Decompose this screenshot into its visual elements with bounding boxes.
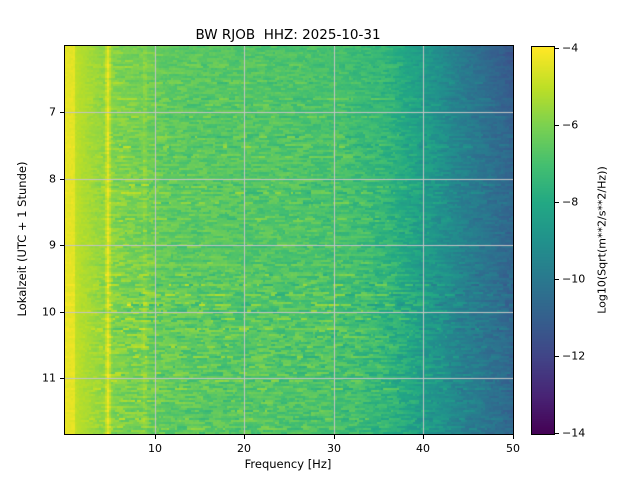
colorbar-tick-label: −8 <box>562 195 579 209</box>
x-tick-mark <box>244 435 245 439</box>
x-tick-mark <box>513 435 514 439</box>
x-tick-mark <box>334 435 335 439</box>
y-tick-mark <box>60 179 64 180</box>
y-tick-label: 11 <box>42 371 56 385</box>
colorbar-tick-mark <box>555 125 559 126</box>
y-tick-label: 10 <box>42 305 56 319</box>
colorbar-tick-mark <box>555 279 559 280</box>
y-tick-mark <box>60 112 64 113</box>
colorbar-tick-mark <box>555 48 559 49</box>
y-tick-mark <box>60 245 64 246</box>
y-tick-mark <box>60 378 64 379</box>
colorbar-label: Log10(Sqrt(m**2/s**2/Hz)) <box>595 166 609 314</box>
colorbar-tick-label: −4 <box>562 41 579 55</box>
colorbar-tick-mark <box>555 202 559 203</box>
y-tick-mark <box>60 312 64 313</box>
colorbar-canvas <box>531 46 555 435</box>
colorbar-tick-label: −12 <box>562 349 586 363</box>
colorbar-tick-label: −10 <box>562 272 586 286</box>
x-tick-label: 30 <box>327 442 341 455</box>
colorbar-tick-label: −6 <box>562 118 579 132</box>
x-tick-label: 20 <box>237 442 251 455</box>
colorbar-tick-label: −14 <box>562 426 586 440</box>
y-tick-label: 8 <box>49 172 56 186</box>
colorbar-tick-mark <box>555 356 559 357</box>
chart-title: BW RJOB HHZ: 2025-10-31 <box>195 27 381 43</box>
x-tick-mark <box>155 435 156 439</box>
y-axis-label: Lokalzeit (UTC + 1 Stunde) <box>15 161 29 317</box>
x-tick-mark <box>423 435 424 439</box>
x-axis-label: Frequency [Hz] <box>244 457 332 471</box>
y-tick-label: 9 <box>49 238 56 252</box>
x-tick-label: 40 <box>416 442 430 455</box>
x-tick-label: 10 <box>148 442 162 455</box>
colorbar-tick-mark <box>555 433 559 434</box>
spectrogram-canvas <box>64 45 514 435</box>
y-tick-label: 7 <box>49 105 56 119</box>
x-tick-label: 50 <box>506 442 520 455</box>
